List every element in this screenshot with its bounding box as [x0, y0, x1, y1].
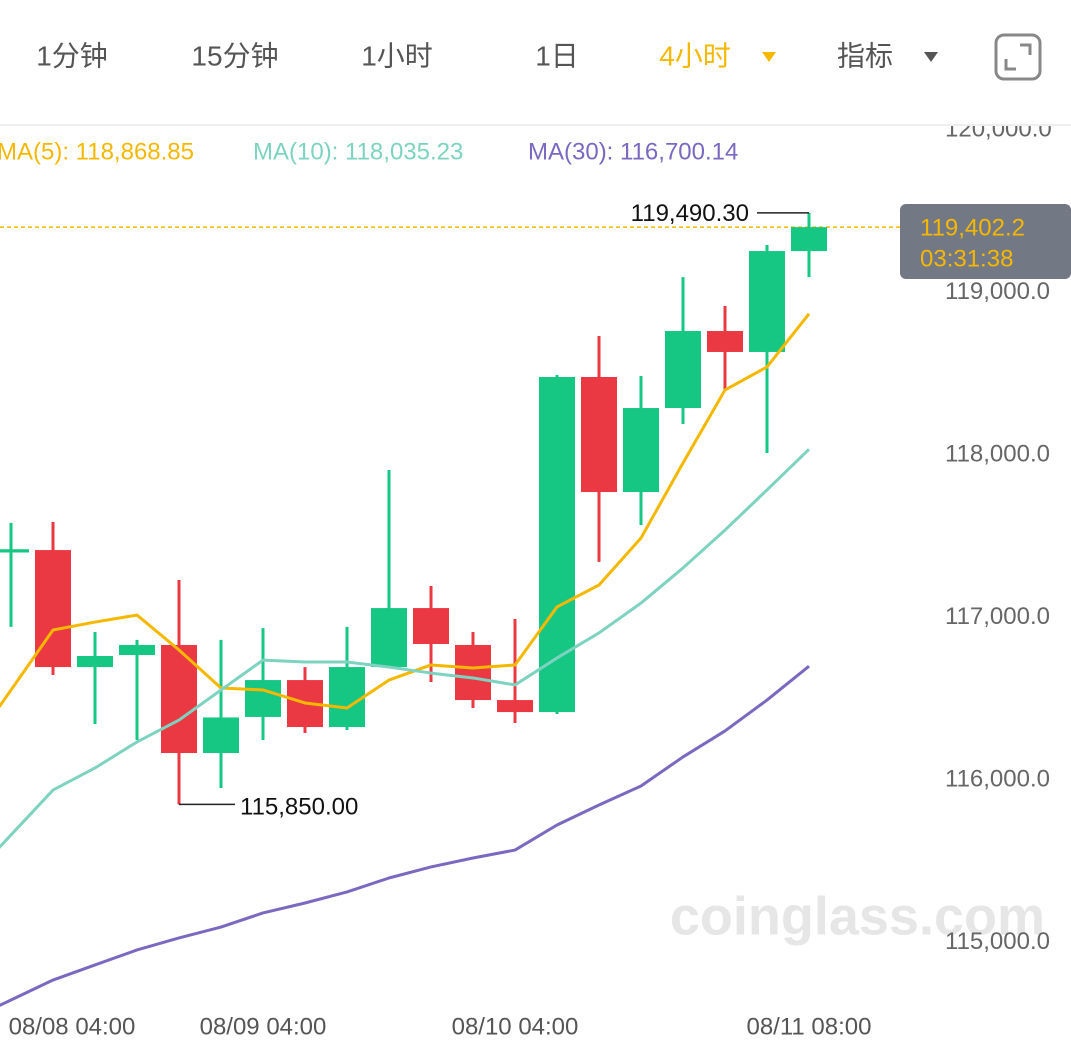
tab[interactable]: 1小时 — [361, 40, 433, 71]
candle-body — [371, 608, 407, 668]
candle-body — [245, 680, 281, 717]
countdown: 03:31:38 — [920, 245, 1013, 272]
ma-line — [0, 312, 811, 710]
watermark: coinglass.com — [670, 886, 1045, 946]
x-tick-label: 08/10 04:00 — [452, 1013, 579, 1040]
y-tick-label: 115,000.0 — [945, 928, 1050, 955]
candle-body — [665, 331, 701, 409]
dropdown-arrow[interactable] — [924, 52, 938, 62]
tab[interactable]: 指标 — [837, 40, 893, 71]
y-tick-label: 117,000.0 — [945, 603, 1050, 630]
dropdown-arrow[interactable] — [762, 52, 776, 62]
ma-line — [0, 448, 811, 849]
candle-body — [161, 644, 197, 754]
candle-body — [203, 717, 239, 754]
tab-active[interactable]: 4小时 — [659, 40, 731, 71]
y-tick-label: 119,000.0 — [945, 278, 1050, 305]
annotation-label: 115,850.00 — [240, 794, 358, 821]
ma-line — [0, 665, 810, 1007]
candle-body — [539, 377, 575, 713]
candle-body — [77, 656, 113, 668]
tab[interactable]: 15分钟 — [191, 40, 278, 71]
legend-entry: MA(5): 118,868.85 — [0, 138, 194, 165]
x-tick-label: 08/08 04:00 — [9, 1013, 136, 1040]
candle-body — [707, 331, 743, 352]
annotation-label: 119,490.30 — [631, 200, 749, 227]
candle-body — [329, 667, 365, 728]
candle-body — [749, 251, 785, 352]
legend-entry: MA(10): 118,035.23 — [253, 138, 463, 165]
y-tick-label: 116,000.0 — [945, 765, 1050, 792]
x-tick-label: 08/11 08:00 — [746, 1013, 871, 1040]
candle-body — [413, 608, 449, 644]
candle-body — [0, 549, 29, 553]
candle-body — [623, 408, 659, 493]
tab[interactable]: 1分钟 — [36, 40, 108, 71]
legend-entry: MA(30): 116,700.14 — [528, 138, 738, 165]
candle-body — [455, 644, 491, 701]
candle-body — [119, 644, 155, 656]
candle-body — [791, 227, 827, 252]
y-tick-label: 118,000.0 — [945, 440, 1050, 467]
header-bg — [0, 0, 1071, 124]
candle-body — [581, 377, 617, 493]
price-box — [900, 204, 1071, 279]
header: 1分钟 15分钟 1小时 1日 4小时 指标 — [0, 0, 1071, 126]
x-tick-label: 08/09 04:00 — [200, 1013, 327, 1040]
tab[interactable]: 1日 — [535, 40, 579, 71]
candle-body — [497, 700, 533, 713]
price-label: 119,402.2 — [920, 214, 1025, 241]
fullscreen-button[interactable] — [994, 33, 1042, 81]
